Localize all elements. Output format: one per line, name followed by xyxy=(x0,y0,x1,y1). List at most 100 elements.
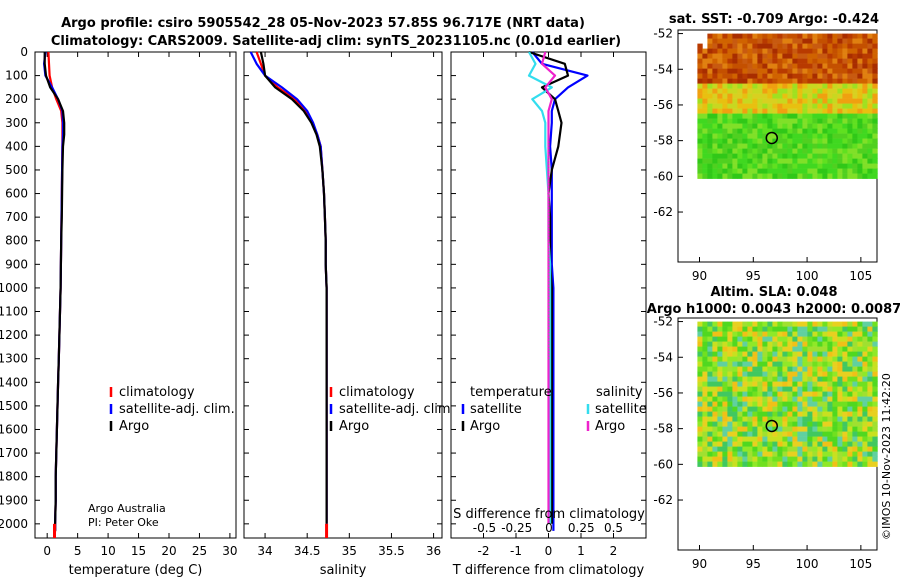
field-cell xyxy=(777,158,783,164)
s-tick-label: 0 xyxy=(545,521,553,535)
y-tick-label: 400 xyxy=(5,139,28,153)
field-cell xyxy=(792,53,798,59)
field-cell xyxy=(752,173,758,179)
field-cell xyxy=(777,113,783,119)
field-cell xyxy=(812,326,818,332)
field-cell xyxy=(707,426,713,432)
field-cell xyxy=(742,341,748,347)
field-cell xyxy=(737,103,743,109)
field-cell xyxy=(732,128,738,134)
field-cell xyxy=(857,138,863,144)
field-cell xyxy=(702,456,708,462)
field-cell xyxy=(812,173,818,179)
field-cell xyxy=(797,411,803,417)
field-cell xyxy=(837,63,843,69)
field-cell xyxy=(737,83,743,89)
field-cell xyxy=(762,386,768,392)
field-cell xyxy=(772,48,778,54)
field-cell xyxy=(732,103,738,109)
field-cell xyxy=(867,83,873,89)
field-cell xyxy=(847,158,853,164)
field-cell xyxy=(762,163,768,169)
field-cell xyxy=(847,436,853,442)
field-cell xyxy=(707,58,713,64)
field-cell xyxy=(752,158,758,164)
field-cell xyxy=(732,396,738,402)
field-cell xyxy=(752,123,758,129)
field-cell xyxy=(767,336,773,342)
legend-label: satellite xyxy=(595,402,647,417)
field-cell xyxy=(712,431,718,437)
field-cell xyxy=(762,391,768,397)
field-cell xyxy=(847,401,853,407)
field-cell xyxy=(702,158,708,164)
field-cell xyxy=(762,451,768,457)
field-cell xyxy=(727,346,733,352)
argo-position-marker xyxy=(765,131,779,145)
field-cell xyxy=(752,451,758,457)
field-cell xyxy=(827,436,833,442)
field-cell xyxy=(732,426,738,432)
field-cell xyxy=(837,118,843,124)
field-cell xyxy=(717,163,723,169)
field-cell xyxy=(782,456,788,462)
field-cell xyxy=(712,103,718,109)
field-cell xyxy=(852,416,858,422)
field-cell xyxy=(817,63,823,69)
field-cell xyxy=(832,48,838,54)
field-cell xyxy=(787,401,793,407)
field-cell xyxy=(852,133,858,139)
field-cell xyxy=(822,173,828,179)
field-cell xyxy=(757,118,763,124)
field-cell xyxy=(847,406,853,412)
field-cell xyxy=(757,143,763,149)
field-cell xyxy=(747,63,753,69)
field-cell xyxy=(727,33,733,39)
field-cell xyxy=(757,411,763,417)
field-cell xyxy=(792,148,798,154)
field-cell xyxy=(707,341,713,347)
field-cell xyxy=(772,128,778,134)
field-cell xyxy=(792,98,798,104)
field-cell xyxy=(852,366,858,372)
field-cell xyxy=(857,451,863,457)
field-cell xyxy=(792,73,798,79)
field-cell xyxy=(862,133,868,139)
field-cell xyxy=(702,331,708,337)
field-cell xyxy=(867,361,873,367)
field-cell xyxy=(802,83,808,89)
field-cell xyxy=(732,406,738,412)
field-cell xyxy=(867,396,873,402)
field-cell xyxy=(872,63,878,69)
field-cell xyxy=(797,331,803,337)
field-cell xyxy=(857,113,863,119)
field-cell xyxy=(752,351,758,357)
field-cell xyxy=(787,461,793,467)
field-cell xyxy=(787,68,793,74)
field-cell xyxy=(857,391,863,397)
field-cell xyxy=(847,128,853,134)
field-cell xyxy=(722,446,728,452)
field-cell xyxy=(827,346,833,352)
field-cell xyxy=(842,168,848,174)
field-cell xyxy=(812,43,818,49)
field-cell xyxy=(697,391,703,397)
field-cell xyxy=(742,441,748,447)
field-cell xyxy=(727,58,733,64)
field-cell xyxy=(822,426,828,432)
field-cell xyxy=(812,38,818,44)
field-cell xyxy=(832,456,838,462)
field-cell xyxy=(717,446,723,452)
field-cell xyxy=(727,391,733,397)
field-cell xyxy=(717,401,723,407)
field-cell xyxy=(847,68,853,74)
salinity-panel: 34 34.5 35 35.5 36salinityclimatologysatelli… xyxy=(243,51,455,578)
field-cell xyxy=(787,391,793,397)
field-cell xyxy=(822,371,828,377)
field-cell xyxy=(712,78,718,84)
field-cell xyxy=(867,381,873,387)
field-cell xyxy=(842,461,848,467)
field-cell xyxy=(717,113,723,119)
field-cell xyxy=(752,93,758,99)
field-cell xyxy=(862,58,868,64)
